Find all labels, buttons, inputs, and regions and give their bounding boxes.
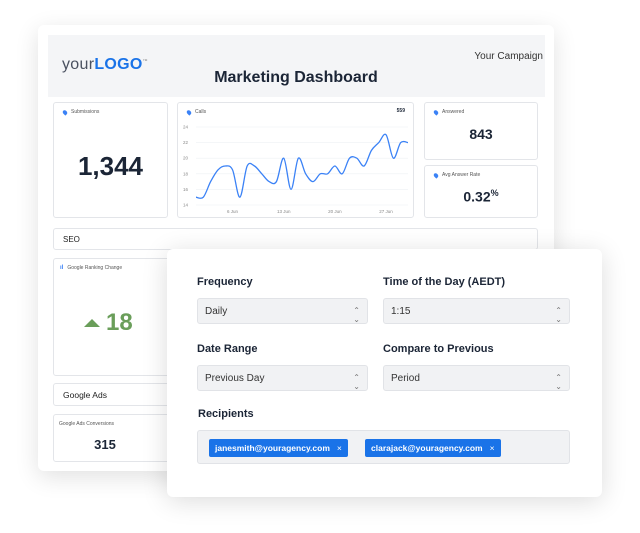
y-tick-label: 14	[183, 203, 189, 208]
page-title: Marketing Dashboard	[214, 69, 378, 86]
date-range-label: Date Range	[197, 343, 258, 355]
ranking-value: 18	[84, 309, 133, 337]
recipients-input[interactable]: janesmith@youragency.com × clarajack@your…	[197, 430, 570, 464]
x-tick-label: 13 Jun	[277, 209, 291, 214]
frequency-label: Frequency	[197, 276, 253, 288]
campaign-name: Your Campaign	[474, 51, 543, 62]
y-tick-label: 18	[183, 171, 189, 176]
compare-label: Compare to Previous	[383, 343, 494, 355]
submissions-card: Submissions 1,344	[53, 102, 168, 218]
bar-chart-icon: ıl	[60, 265, 64, 271]
chevron-updown-icon: ⌃ ⌄	[353, 306, 360, 324]
triangle-up-icon	[84, 319, 100, 327]
answered-card: Answered 843	[424, 102, 538, 160]
x-tick-label: 27 Jun	[379, 209, 393, 214]
calls-total: 559	[396, 108, 405, 114]
chevron-updown-icon: ⌃ ⌄	[555, 373, 562, 391]
answered-value: 843	[469, 126, 493, 142]
submissions-value: 1,344	[77, 151, 144, 181]
seo-section-header: SEO	[53, 228, 538, 250]
card-label: Calls	[195, 109, 207, 115]
card-label: Answered	[442, 109, 465, 115]
compare-select[interactable]: Period ⌃ ⌄	[383, 365, 570, 391]
x-tick-label: 20 Jun	[328, 209, 342, 214]
card-label: Google Ads Conversions	[59, 421, 115, 427]
recipients-label: Recipients	[198, 408, 254, 420]
y-tick-label: 22	[183, 140, 189, 145]
avg-answer-rate-card: Avg Answer Rate 0.32%	[424, 165, 538, 218]
date-range-select[interactable]: Previous Day ⌃ ⌄	[197, 365, 368, 391]
y-tick-label: 20	[183, 156, 189, 161]
time-select[interactable]: 1:15 ⌃ ⌄	[383, 298, 570, 324]
chevron-updown-icon: ⌃ ⌄	[555, 306, 562, 324]
calls-card: Calls 559 14 16 18 20 22 24 6 Jun 13 Jun 20 Jun 2…	[177, 102, 414, 218]
remove-recipient-icon[interactable]: ×	[489, 443, 495, 453]
ranking-card: ıl Google Ranking Change 18	[53, 258, 173, 376]
recipient-chip: janesmith@youragency.com ×	[209, 439, 348, 457]
x-tick-label: 6 Jun	[227, 209, 239, 214]
card-label: Google Ranking Change	[67, 265, 123, 271]
frequency-select[interactable]: Daily ⌃ ⌄	[197, 298, 368, 324]
google-ads-section-header: Google Ads	[53, 383, 173, 406]
avg-answer-rate-value: 0.32%	[463, 188, 499, 205]
logo: yourLOGO™	[62, 56, 148, 73]
pin-icon	[432, 108, 440, 116]
y-tick-label: 24	[183, 125, 189, 130]
recipient-chip: clarajack@youragency.com ×	[365, 439, 501, 457]
calls-line-chart: 14 16 18 20 22 24 6 Jun 13 Jun 20 Jun 27 Jun	[183, 125, 409, 214]
chevron-updown-icon: ⌃ ⌄	[353, 373, 360, 391]
calls-series-line	[195, 133, 409, 199]
ads-conversions-value: 315	[94, 437, 116, 452]
y-tick-label: 16	[183, 187, 189, 192]
dashboard-header	[48, 35, 545, 97]
pin-icon	[432, 171, 440, 179]
pin-icon	[61, 108, 69, 116]
remove-recipient-icon[interactable]: ×	[336, 443, 342, 453]
card-label: Submissions	[71, 109, 100, 115]
time-label: Time of the Day (AEDT)	[383, 276, 506, 288]
card-label: Avg Answer Rate	[442, 172, 481, 178]
ads-conversions-card: Google Ads Conversions 315	[53, 414, 173, 462]
